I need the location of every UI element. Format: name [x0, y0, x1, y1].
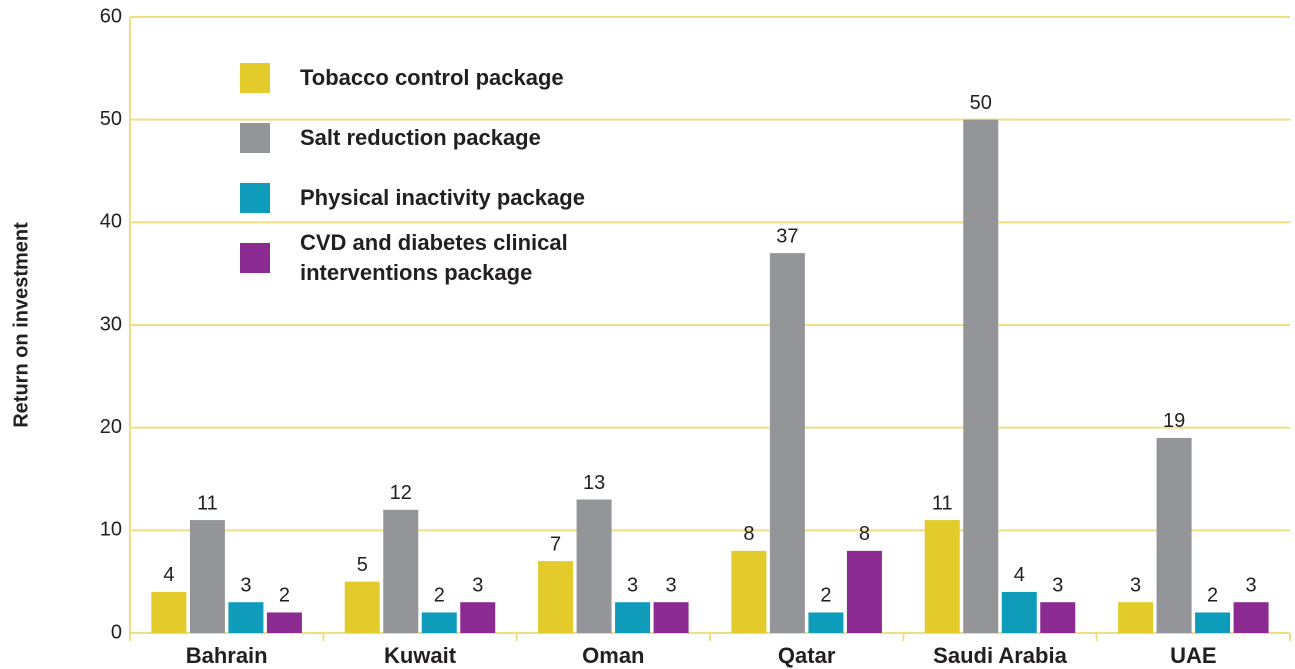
bar: [653, 602, 689, 633]
y-axis-title: Return on investment: [10, 222, 32, 428]
value-label: 2: [820, 585, 831, 607]
legend-swatch: [240, 183, 270, 213]
value-label: 5: [357, 554, 368, 576]
value-label: 19: [1163, 410, 1185, 432]
value-label: 4: [163, 564, 174, 586]
value-label: 8: [743, 523, 754, 545]
legend-label: Physical inactivity package: [300, 185, 585, 210]
y-tick-label: 50: [100, 108, 122, 130]
bar: [1118, 602, 1154, 633]
value-label: 7: [550, 533, 561, 555]
bar: [846, 550, 882, 633]
x-tick-label: Qatar: [778, 643, 836, 668]
x-tick-label: Saudi Arabia: [933, 643, 1067, 668]
value-label: 3: [1130, 574, 1141, 596]
value-label: 8: [859, 523, 870, 545]
legend-label: Salt reduction package: [300, 125, 541, 150]
legend-label: Tobacco control package: [300, 65, 564, 90]
value-label: 3: [1246, 574, 1257, 596]
value-label: 4: [1014, 564, 1025, 586]
legend-swatch: [240, 63, 270, 93]
bar: [1040, 602, 1076, 633]
legend-item: CVD and diabetes clinical interventions …: [240, 228, 640, 288]
value-label: 12: [390, 482, 412, 504]
x-tick-label: Bahrain: [186, 643, 268, 668]
bar: [1156, 437, 1192, 633]
bar: [421, 612, 457, 633]
bar: [963, 119, 999, 633]
legend-item: Tobacco control package: [240, 63, 640, 93]
value-label: 2: [279, 585, 290, 607]
x-tick-label: Kuwait: [384, 643, 457, 668]
value-label: 2: [434, 585, 445, 607]
value-label: 37: [776, 225, 798, 247]
y-tick-label: 20: [100, 416, 122, 438]
bar: [266, 612, 302, 633]
value-label: 3: [472, 574, 483, 596]
bar: [1233, 602, 1269, 633]
legend-label: CVD and diabetes clinical interventions …: [300, 230, 568, 285]
y-tick-label: 10: [100, 519, 122, 541]
value-label: 13: [583, 472, 605, 494]
bar: [189, 520, 225, 633]
bar: [383, 509, 419, 633]
value-label: 11: [197, 492, 218, 514]
legend-item: Salt reduction package: [240, 123, 640, 153]
legend-swatch: [240, 243, 270, 273]
legend-swatch: [240, 123, 270, 153]
bar: [460, 602, 496, 633]
legend-item: Physical inactivity package: [240, 183, 640, 213]
y-tick-label: 40: [100, 211, 122, 233]
bar: [538, 561, 574, 633]
value-label: 3: [666, 574, 677, 596]
bar: [924, 520, 960, 633]
value-label: 3: [1052, 574, 1063, 596]
bar: [615, 602, 651, 633]
x-tick-label: UAE: [1170, 643, 1216, 668]
bar: [151, 591, 187, 633]
bar: [731, 550, 767, 633]
bar: [228, 602, 264, 633]
bar: [769, 253, 805, 633]
y-tick-label: 0: [111, 621, 122, 643]
value-label: 3: [627, 574, 638, 596]
value-label: 3: [240, 574, 251, 596]
y-tick-label: 60: [100, 5, 122, 27]
x-tick-label: Oman: [582, 643, 644, 668]
value-label: 2: [1207, 585, 1218, 607]
bar: [808, 612, 844, 633]
bar: [1001, 591, 1037, 633]
y-tick-label: 30: [100, 313, 122, 335]
value-label: 50: [970, 92, 992, 114]
bar: [1195, 612, 1231, 633]
value-label: 11: [932, 492, 953, 514]
bar: [344, 581, 380, 633]
bar: [576, 499, 612, 633]
